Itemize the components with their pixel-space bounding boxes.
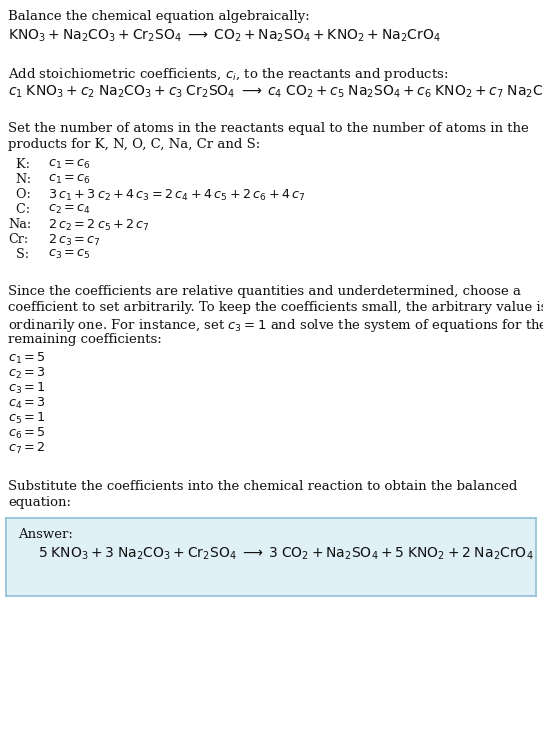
Text: $c_7 = 2$: $c_7 = 2$: [8, 441, 46, 456]
Text: Cr:: Cr:: [8, 233, 28, 246]
Text: $c_3 = 1$: $c_3 = 1$: [8, 381, 46, 396]
Text: Since the coefficients are relative quantities and underdetermined, choose a: Since the coefficients are relative quan…: [8, 285, 521, 298]
Text: ordinarily one. For instance, set $c_3 = 1$ and solve the system of equations fo: ordinarily one. For instance, set $c_3 =…: [8, 317, 543, 334]
Text: $c_2 = 3$: $c_2 = 3$: [8, 366, 46, 381]
Text: $c_1 = 5$: $c_1 = 5$: [8, 351, 46, 366]
Text: remaining coefficients:: remaining coefficients:: [8, 333, 162, 346]
Text: N:: N:: [8, 173, 31, 186]
Text: Add stoichiometric coefficients, $c_i$, to the reactants and products:: Add stoichiometric coefficients, $c_i$, …: [8, 66, 449, 83]
Text: $2\,c_3 = c_7$: $2\,c_3 = c_7$: [48, 233, 101, 248]
Text: $c_1 = c_6$: $c_1 = c_6$: [48, 173, 91, 186]
Text: $\mathrm{KNO_3 + Na_2CO_3 + Cr_2SO_4 \;\longrightarrow\; CO_2 + Na_2SO_4 + KNO_2: $\mathrm{KNO_3 + Na_2CO_3 + Cr_2SO_4 \;\…: [8, 28, 441, 44]
Text: S:: S:: [8, 248, 29, 261]
Text: $2\,c_2 = 2\,c_5 + 2\,c_7$: $2\,c_2 = 2\,c_5 + 2\,c_7$: [48, 218, 150, 233]
Text: products for K, N, O, C, Na, Cr and S:: products for K, N, O, C, Na, Cr and S:: [8, 138, 260, 151]
Text: Na:: Na:: [8, 218, 31, 231]
Text: $c_1\;\mathrm{KNO_3} + c_2\;\mathrm{Na_2CO_3} + c_3\;\mathrm{Cr_2SO_4} \;\longri: $c_1\;\mathrm{KNO_3} + c_2\;\mathrm{Na_2…: [8, 84, 543, 100]
Text: C:: C:: [8, 203, 30, 216]
Text: $c_3 = c_5$: $c_3 = c_5$: [48, 248, 91, 261]
Text: Balance the chemical equation algebraically:: Balance the chemical equation algebraica…: [8, 10, 310, 23]
Text: $c_5 = 1$: $c_5 = 1$: [8, 411, 46, 426]
Text: coefficient to set arbitrarily. To keep the coefficients small, the arbitrary va: coefficient to set arbitrarily. To keep …: [8, 301, 543, 314]
Text: Substitute the coefficients into the chemical reaction to obtain the balanced: Substitute the coefficients into the che…: [8, 480, 517, 493]
Text: $c_1 = c_6$: $c_1 = c_6$: [48, 158, 91, 171]
Text: $5\;\mathrm{KNO_3} + 3\;\mathrm{Na_2CO_3} + \mathrm{Cr_2SO_4} \;\longrightarrow\: $5\;\mathrm{KNO_3} + 3\;\mathrm{Na_2CO_3…: [38, 546, 534, 562]
Text: $c_6 = 5$: $c_6 = 5$: [8, 426, 46, 441]
Text: $c_2 = c_4$: $c_2 = c_4$: [48, 203, 91, 216]
Text: K:: K:: [8, 158, 30, 171]
Text: equation:: equation:: [8, 496, 71, 509]
Text: Answer:: Answer:: [18, 528, 73, 541]
Text: $c_4 = 3$: $c_4 = 3$: [8, 396, 46, 411]
Text: $3\,c_1 + 3\,c_2 + 4\,c_3 = 2\,c_4 + 4\,c_5 + 2\,c_6 + 4\,c_7$: $3\,c_1 + 3\,c_2 + 4\,c_3 = 2\,c_4 + 4\,…: [48, 188, 305, 203]
Text: Set the number of atoms in the reactants equal to the number of atoms in the: Set the number of atoms in the reactants…: [8, 122, 529, 135]
Text: O:: O:: [8, 188, 31, 201]
